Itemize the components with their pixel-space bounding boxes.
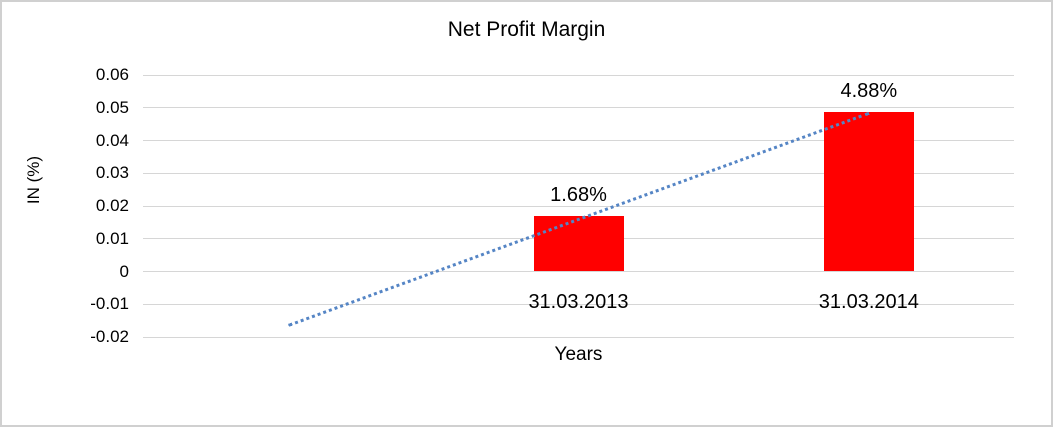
bar-value-label: 4.88% <box>840 79 898 102</box>
y-tick-label: 0.04 <box>95 130 129 150</box>
y-tick-label: 0.03 <box>95 163 129 183</box>
gridline <box>143 303 1014 305</box>
y-tick-label: -0.02 <box>90 327 129 346</box>
y-tick-label: 0.06 <box>95 65 129 84</box>
gridline <box>143 336 1014 338</box>
gridline <box>143 140 1014 141</box>
y-tick-label: 0.01 <box>95 228 129 248</box>
bar-value-label: 1.68% <box>550 184 607 207</box>
y-tick-label: 0 <box>119 261 129 281</box>
chart-title: Net Profit Margin <box>447 18 606 41</box>
gridline <box>143 74 1014 76</box>
y-tick-label: 0.05 <box>95 97 129 117</box>
category-label: 31.03.2013 <box>528 290 629 313</box>
gridline <box>143 172 1014 174</box>
bar-31.03.2014 <box>823 111 914 272</box>
y-tick-label: 0.02 <box>95 196 129 215</box>
gridline <box>143 271 1014 272</box>
x-axis-label: Years <box>554 344 603 365</box>
bar-31.03.2013 <box>533 216 624 272</box>
category-label: 31.03.2014 <box>818 290 919 313</box>
gridline <box>143 107 1014 109</box>
y-tick-label: -0.01 <box>90 294 129 314</box>
gridline <box>143 205 1014 207</box>
